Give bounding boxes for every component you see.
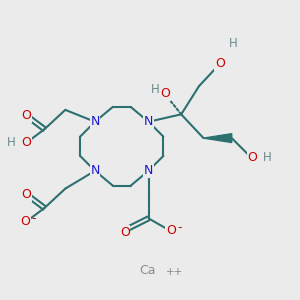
Text: H: H: [229, 37, 238, 50]
Polygon shape: [203, 134, 232, 142]
Text: O: O: [166, 224, 176, 237]
Text: O: O: [248, 151, 257, 164]
Text: H: H: [151, 82, 159, 96]
Text: O: O: [20, 215, 30, 228]
Text: H: H: [263, 151, 272, 164]
Text: N: N: [90, 115, 100, 128]
Text: O: O: [22, 109, 32, 122]
Text: -: -: [32, 212, 36, 226]
Text: O: O: [215, 57, 225, 70]
Text: O: O: [160, 87, 170, 100]
Text: H: H: [7, 136, 15, 149]
Text: O: O: [22, 136, 32, 149]
Text: N: N: [144, 115, 153, 128]
Text: N: N: [144, 164, 153, 177]
Text: ++: ++: [166, 267, 184, 278]
Text: O: O: [120, 226, 130, 239]
Text: N: N: [90, 164, 100, 177]
Text: Ca: Ca: [139, 264, 155, 277]
Text: -: -: [177, 221, 182, 234]
Text: O: O: [22, 188, 32, 201]
